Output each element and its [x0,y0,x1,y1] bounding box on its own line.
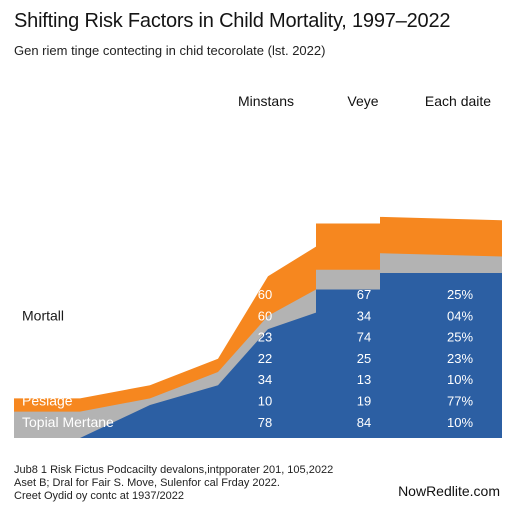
row-value: 25 [357,351,371,366]
column-header-2: Each daite [425,93,491,109]
row-value: 34 [258,372,272,387]
chart-title: Shifting Risk Factors in Child Mortality… [14,10,451,32]
table-row: Pollics 23 74 25% [22,329,473,345]
row-value: 25% [447,287,473,302]
table-row: Tooks 34 13 10% [22,371,473,387]
table-row: Sall 60 67 25% [22,286,473,302]
row-value: 60 [258,308,272,323]
row-value: 60 [258,287,272,302]
row-value: 10% [447,372,473,387]
row-label: Sall [22,286,45,302]
table-rows: Sall 60 67 25% Mortall 60 34 04% Pollics 23 74 25% G… [22,286,473,430]
row-value: 84 [357,415,371,430]
footnote-source-2: Aset B; Dral for Fair S. Move, Sulenfor … [14,477,280,489]
table-row: Pesiage 10 19 77% [22,393,473,409]
brand-watermark[interactable]: NowRedlite.com [398,483,500,499]
row-value: 25% [447,330,473,345]
area-layers [14,216,502,438]
row-label: Tooks [22,371,59,387]
chart-subtitle: Gen riem tinge contecting in chid tecoro… [14,43,326,58]
footnote-source-1: Jub8 1 Risk Fictus Podcacilty devalons,i… [14,464,334,476]
row-value: 13 [357,372,371,387]
table-row: Mortall 60 34 04% [22,307,473,323]
row-label: Mortall [22,307,64,323]
table-row: Gulal 22 25 23% [22,350,473,366]
row-value: 04% [447,308,473,323]
table-row: Topial Mertane 78 84 10% [22,414,473,430]
row-label: Topial Mertane [22,414,114,430]
row-value: 10% [447,415,473,430]
row-value: 67 [357,287,371,302]
row-value: 34 [357,308,371,323]
row-label: Pesiage [22,393,73,409]
row-value: 78 [258,415,272,430]
column-header-1: Veye [347,93,378,109]
row-value: 23% [447,351,473,366]
column-headers: Minstans Veye Each daite [238,93,491,109]
row-label: Gulal [22,350,55,366]
row-label: Pollics [22,329,62,345]
row-value: 23 [258,330,272,345]
row-value: 19 [357,394,371,409]
column-header-0: Minstans [238,93,294,109]
row-value: 74 [357,330,371,345]
row-value: 22 [258,351,272,366]
footnote-source-3: Creet Oydid oy contc at 1937/2022 [14,490,184,502]
area-layer-0 [14,273,502,438]
row-value: 77% [447,394,473,409]
row-value: 10 [258,394,272,409]
